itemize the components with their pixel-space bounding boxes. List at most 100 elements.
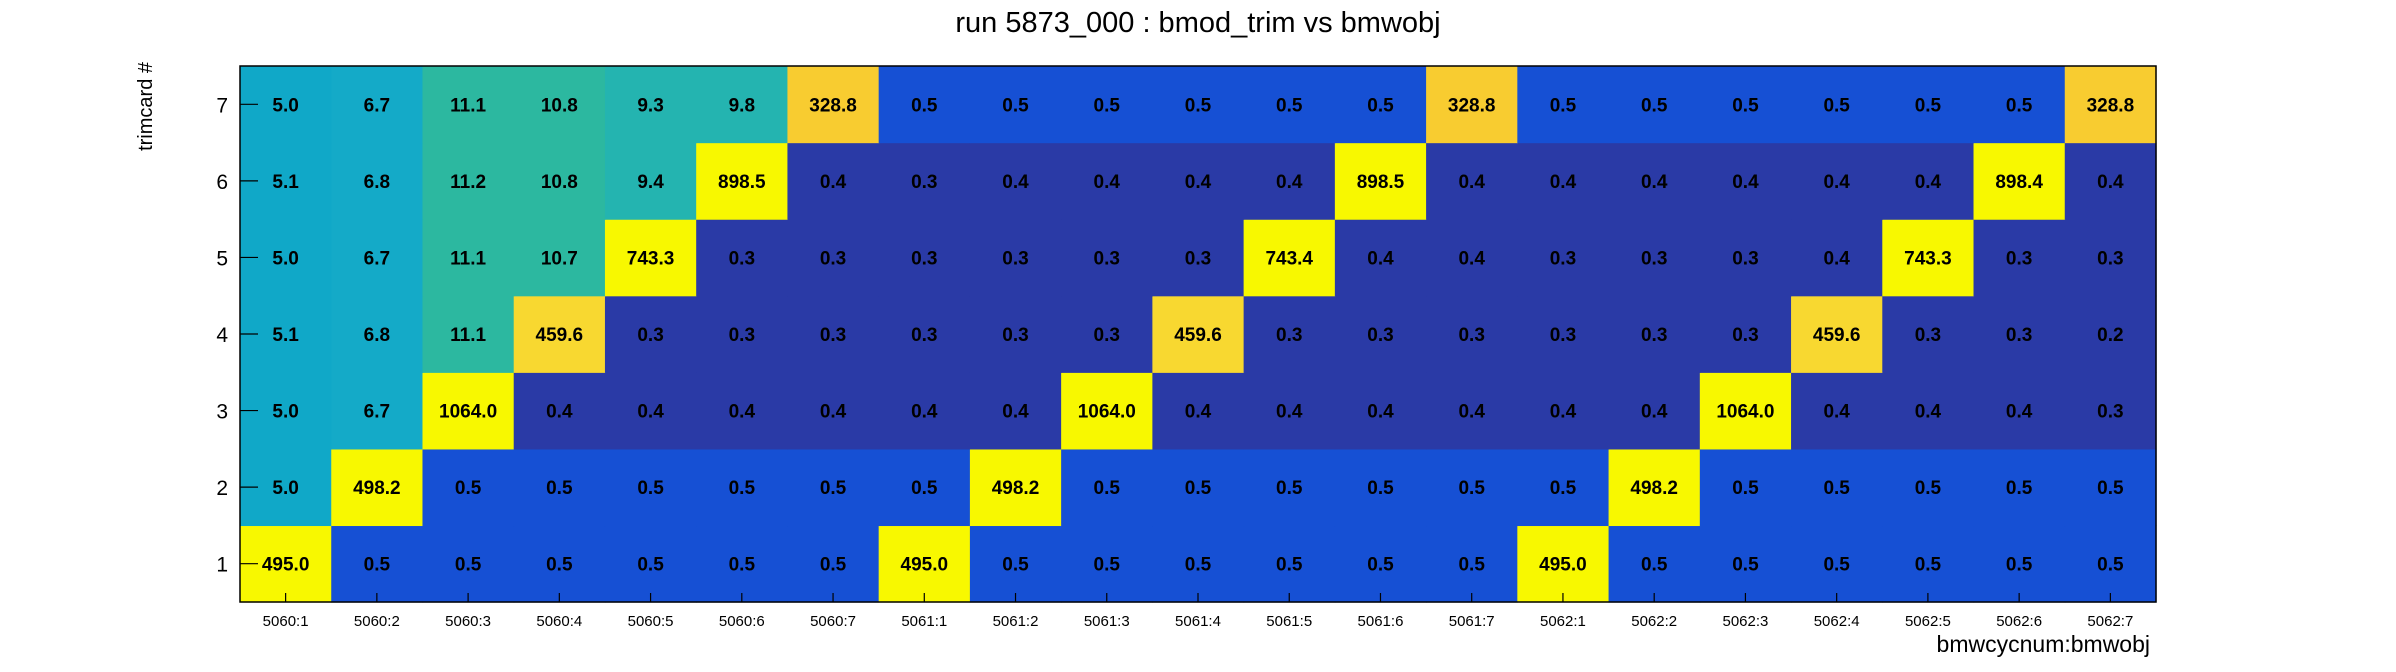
heatmap-cell [1699,525,1792,603]
heatmap-cell [1791,142,1883,220]
cell-value-label: 498.2 [1630,478,1678,499]
cell-value-label: 0.4 [1458,172,1485,193]
cell-value-label: 898.5 [1357,172,1405,193]
heatmap-cell [1699,448,1792,527]
cell-value-label: 459.6 [1174,325,1222,346]
y-tick-label: 5 [216,247,228,270]
heatmap-cell [331,142,424,220]
cell-value-label: 0.3 [1550,248,1576,269]
cell-value-label: 0.5 [637,478,664,499]
heatmap-cell [1152,448,1245,527]
cell-value-label: 0.3 [729,325,755,346]
cell-value-label: 10.8 [541,172,578,193]
cell-value-label: 0.5 [911,95,938,116]
heatmap-cell [1426,295,1518,373]
heatmap-cell [422,448,515,527]
heatmap-cell [696,142,789,220]
cell-value-label: 0.5 [1367,555,1394,576]
heatmap-cell [787,295,880,373]
cell-value-label: 0.4 [1823,248,1850,269]
heatmap-cell [1791,525,1883,603]
heatmap-cell [787,219,880,297]
heatmap-cell [1517,448,1610,527]
heatmap-cell [331,219,424,297]
cell-value-label: 0.3 [1915,325,1941,346]
cell-value-label: 898.4 [1995,172,2043,193]
heatmap-cell [1882,525,1975,603]
heatmap-cell [604,372,697,450]
heatmap-cell [787,525,880,603]
cell-value-label: 0.5 [2097,478,2124,499]
heatmap-cell [1243,66,1336,144]
cell-value-label: 0.3 [1002,248,1028,269]
cell-value-label: 0.5 [637,555,664,576]
cell-value-label: 0.4 [911,402,938,423]
cell-value-label: 0.3 [1002,325,1028,346]
cell-value-label: 0.5 [546,478,573,499]
cell-value-label: 0.3 [1732,248,1758,269]
heatmap-cell [1334,142,1427,220]
cell-value-label: 11.1 [450,325,486,346]
cell-value-label: 0.5 [1732,555,1759,576]
x-tick-label: 5062:1 [1540,613,1586,630]
cell-value-label: 0.3 [820,248,846,269]
heatmap-cell [969,372,1062,450]
heatmap-cell [604,66,697,144]
heatmap-cell [1882,219,1975,297]
cell-value-label: 0.3 [2006,325,2032,346]
cell-value-label: 0.5 [1094,478,1121,499]
cell-value-label: 0.5 [1823,478,1850,499]
cell-value-label: 5.0 [272,248,298,269]
heatmap-cell [696,295,789,373]
heatmap-cell [1426,142,1518,220]
heatmap-cell [1334,448,1427,527]
cell-value-label: 0.3 [1550,325,1576,346]
cell-value-label: 11.1 [450,95,486,116]
heatmap-cell [969,525,1062,603]
heatmap-cell [513,142,606,220]
heatmap-cell [1426,219,1518,297]
cell-value-label: 11.2 [450,172,486,193]
heatmap-cell [2064,372,2157,450]
heatmap-cell [1699,295,1792,373]
heatmap-cell [422,219,515,297]
heatmap-cell [969,66,1062,144]
x-tick-label: 5062:3 [1722,613,1768,630]
cell-value-label: 0.5 [1185,95,1212,116]
heatmap-cell [1882,372,1975,450]
heatmap-cell [1608,142,1701,220]
heatmap-cell [2064,295,2157,373]
heatmap-cell [1517,66,1610,144]
heatmap-cell [422,66,515,144]
heatmap-cell [513,525,606,603]
cell-value-label: 0.5 [1002,555,1029,576]
cell-value-label: 0.5 [1915,555,1942,576]
heatmap-cell [1517,142,1610,220]
cell-value-label: 0.4 [1002,172,1029,193]
heatmap-cell [1973,372,2066,450]
heatmap-cell [604,295,697,373]
cell-value-label: 0.3 [1276,325,1302,346]
heatmap-cells [240,66,2157,603]
cell-value-label: 0.5 [1732,478,1759,499]
heatmap-cell [1882,295,1975,373]
heatmap-cell [696,448,789,527]
heatmap-cell [1882,448,1975,527]
heatmap-cell [2064,525,2157,603]
heatmap-cell [1334,525,1427,603]
cell-value-label: 0.5 [1732,95,1759,116]
x-tick-label: 5060:5 [628,613,674,630]
cell-value-label: 0.5 [1823,95,1850,116]
cell-value-label: 0.2 [2097,325,2123,346]
cell-value-label: 0.3 [1641,248,1667,269]
heatmap-cell [878,295,971,373]
x-tick-label: 5062:7 [2087,613,2133,630]
cell-value-label: 0.5 [1002,95,1029,116]
cell-value-label: 0.4 [1550,402,1577,423]
cell-value-label: 0.4 [1276,402,1303,423]
cell-value-label: 6.7 [364,402,390,423]
cell-value-label: 898.5 [718,172,766,193]
cell-value-label: 459.6 [536,325,584,346]
cell-value-label: 0.5 [1915,95,1942,116]
cell-value-label: 5.1 [272,325,299,346]
